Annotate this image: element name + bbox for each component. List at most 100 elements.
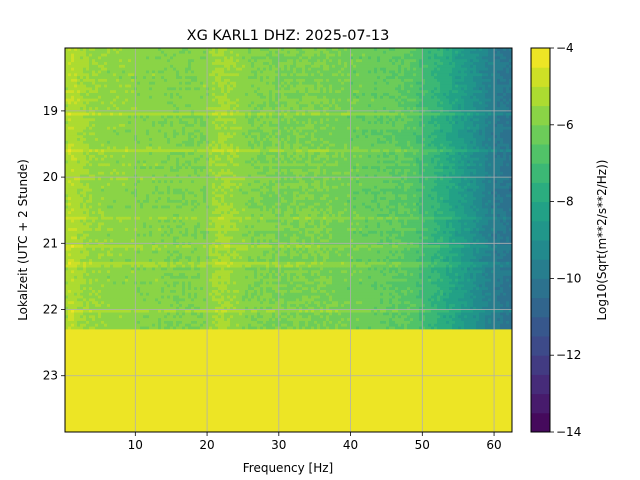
heatmap-cell bbox=[443, 64, 447, 69]
heatmap-cell bbox=[455, 62, 459, 66]
heatmap-cell bbox=[215, 50, 219, 55]
heatmap-cell bbox=[440, 59, 444, 63]
heatmap-cell bbox=[266, 59, 270, 63]
heatmap-cell bbox=[389, 59, 393, 63]
heatmap-cell bbox=[134, 59, 138, 63]
heatmap-cell bbox=[329, 67, 333, 72]
heatmap-cell bbox=[215, 67, 219, 72]
heatmap-cell bbox=[200, 56, 204, 60]
heatmap-cell bbox=[461, 67, 465, 72]
heatmap-cell bbox=[332, 62, 336, 66]
heatmap-cell bbox=[221, 64, 225, 69]
heatmap-cell bbox=[476, 59, 480, 63]
heatmap-cell bbox=[83, 56, 87, 60]
heatmap-cell bbox=[365, 50, 369, 55]
heatmap-cell bbox=[374, 59, 378, 63]
heatmap-cell bbox=[437, 59, 441, 63]
heatmap-cell bbox=[368, 62, 372, 66]
heatmap-cell bbox=[482, 50, 486, 55]
heatmap-cell bbox=[206, 59, 210, 63]
heatmap-cell bbox=[356, 67, 360, 72]
heatmap-cell bbox=[242, 48, 246, 52]
heatmap-cell bbox=[365, 64, 369, 69]
heatmap-cell bbox=[107, 70, 111, 74]
heatmap-cell bbox=[347, 59, 351, 63]
heatmap-cell bbox=[206, 56, 210, 60]
heatmap-cell bbox=[146, 59, 150, 63]
heatmap-cell bbox=[134, 70, 138, 74]
heatmap-cell bbox=[266, 62, 270, 66]
heatmap-cell bbox=[146, 70, 150, 74]
heatmap-cell bbox=[314, 67, 318, 72]
heatmap-cell bbox=[431, 64, 435, 69]
heatmap-cell bbox=[296, 64, 300, 69]
heatmap-cell bbox=[422, 59, 426, 63]
heatmap-cell bbox=[101, 48, 105, 52]
heatmap-cell bbox=[494, 64, 498, 69]
heatmap-cell bbox=[239, 50, 243, 55]
heatmap-cell bbox=[407, 64, 411, 69]
heatmap-cell bbox=[104, 67, 108, 72]
heatmap-cell bbox=[326, 62, 330, 66]
heatmap-cell bbox=[194, 64, 198, 69]
heatmap-cell bbox=[218, 53, 222, 58]
heatmap-cell bbox=[131, 48, 135, 52]
heatmap-cell bbox=[413, 62, 417, 66]
heatmap-cell bbox=[317, 53, 321, 58]
heatmap-cell bbox=[65, 64, 69, 69]
heatmap-cell bbox=[221, 50, 225, 55]
heatmap-cell bbox=[149, 56, 153, 60]
heatmap-cell bbox=[365, 56, 369, 60]
heatmap-cell bbox=[161, 59, 165, 63]
heatmap-cell bbox=[137, 62, 141, 66]
heatmap-cell bbox=[179, 67, 183, 72]
heatmap-cell bbox=[68, 62, 72, 66]
heatmap-cell bbox=[317, 67, 321, 72]
heatmap-cell bbox=[275, 64, 279, 69]
heatmap-cell bbox=[329, 53, 333, 58]
heatmap-cell bbox=[500, 59, 504, 63]
heatmap-cell bbox=[392, 67, 396, 72]
heatmap-cell bbox=[152, 50, 156, 55]
heatmap-cell bbox=[473, 56, 477, 60]
heatmap-cell bbox=[152, 64, 156, 69]
heatmap-cell bbox=[389, 67, 393, 72]
heatmap-cell bbox=[128, 64, 132, 69]
heatmap-cell bbox=[188, 53, 192, 58]
heatmap-cell bbox=[176, 64, 180, 69]
heatmap-cell bbox=[341, 50, 345, 55]
heatmap-cell bbox=[77, 67, 81, 72]
heatmap-cell bbox=[290, 64, 294, 69]
heatmap-cell bbox=[404, 64, 408, 69]
heatmap-cell bbox=[197, 48, 201, 52]
heatmap-cell bbox=[65, 50, 69, 55]
heatmap-cell bbox=[203, 62, 207, 66]
heatmap-cell bbox=[263, 48, 267, 52]
heatmap-cell bbox=[449, 48, 453, 52]
heatmap-cell bbox=[224, 64, 228, 69]
heatmap-cell bbox=[374, 56, 378, 60]
heatmap-cell bbox=[149, 48, 153, 52]
heatmap-cell bbox=[68, 53, 72, 58]
heatmap-cell bbox=[458, 62, 462, 66]
heatmap-cell bbox=[497, 62, 501, 66]
heatmap-cell bbox=[431, 56, 435, 60]
heatmap-cell bbox=[260, 59, 264, 63]
heatmap-cell bbox=[77, 56, 81, 60]
heatmap-cell bbox=[146, 64, 150, 69]
heatmap-cell bbox=[68, 59, 72, 63]
heatmap-cell bbox=[89, 64, 93, 69]
heatmap-cell bbox=[395, 59, 399, 63]
heatmap-cell bbox=[344, 59, 348, 63]
heatmap-cell bbox=[353, 64, 357, 69]
heatmap-cell bbox=[413, 59, 417, 63]
heatmap-cell bbox=[398, 56, 402, 60]
heatmap-cell bbox=[182, 50, 186, 55]
heatmap-cell bbox=[227, 64, 231, 69]
heatmap-cell bbox=[143, 67, 147, 72]
heatmap-cell bbox=[125, 48, 129, 52]
heatmap-cell bbox=[335, 50, 339, 55]
heatmap-cell bbox=[293, 64, 297, 69]
heatmap-cell bbox=[197, 67, 201, 72]
heatmap-cell bbox=[299, 56, 303, 60]
